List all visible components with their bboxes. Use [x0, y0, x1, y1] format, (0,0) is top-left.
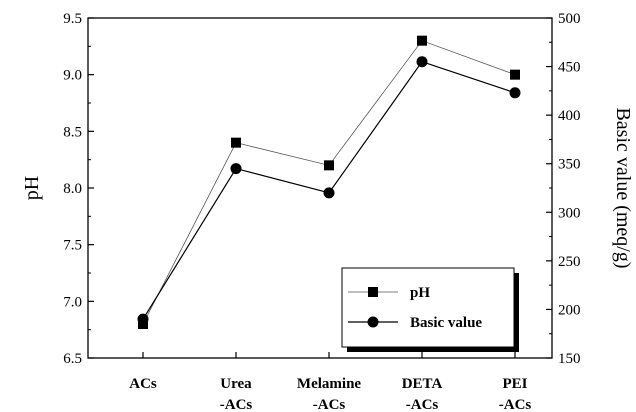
y-axis-title: pH [21, 176, 43, 200]
y-tick-label: 9.0 [63, 68, 82, 84]
y2-tick-label: 500 [558, 11, 581, 27]
legend-label: Basic value [410, 315, 482, 331]
data-point-ph [324, 160, 334, 171]
legend: pH Basic value [341, 267, 519, 352]
axes-layer: 6.5 7.0 7.5 8.0 8.5 9.0 9.5 150 200 250 300 350 400 4… [21, 11, 634, 412]
y2-tick-label: 350 [558, 157, 581, 173]
data-point-basic-value [509, 87, 521, 99]
x-tick-label: -ACs [406, 397, 439, 412]
y2-tick-label: 150 [558, 351, 581, 367]
legend-box [341, 267, 515, 348]
data-point-basic-value [230, 163, 242, 175]
x-tick-label: -ACs [313, 397, 346, 412]
legend-label: pH [410, 285, 430, 301]
y-tick-label: 8.0 [63, 181, 82, 197]
x-tick-label: -ACs [499, 397, 532, 412]
data-point-ph [417, 35, 427, 46]
y-tick-label: 6.5 [63, 351, 82, 367]
y2-axis-title: Basic value (meq/g) [612, 107, 634, 268]
y2-tick-label: 300 [558, 205, 581, 221]
data-point-basic-value [137, 313, 149, 325]
x-tick-label: PEI [502, 376, 527, 392]
x-tick-label: Melamine [297, 376, 361, 392]
data-point-ph [510, 69, 520, 80]
x-tick-label: -ACs [220, 397, 253, 412]
y-tick-label: 8.5 [63, 124, 82, 140]
y-tick-label: 9.5 [63, 11, 82, 27]
y-tick-label: 7.5 [63, 238, 82, 254]
y2-tick-label: 250 [558, 254, 581, 270]
data-point-basic-value [323, 187, 335, 199]
x-tick-label: Urea [220, 376, 252, 392]
y2-tick-label: 450 [558, 60, 581, 76]
data-point-basic-value [416, 56, 428, 68]
data-point-ph [231, 137, 241, 148]
y-tick-label: 7.0 [63, 294, 82, 310]
legend-marker-circle [367, 316, 379, 328]
series-layer [137, 35, 521, 329]
y2-tick-label: 200 [558, 302, 581, 318]
x-tick-label: ACs [129, 376, 157, 392]
y2-tick-label: 400 [558, 108, 581, 124]
x-tick-label: DETA [402, 376, 443, 392]
legend-marker-square [368, 287, 378, 297]
